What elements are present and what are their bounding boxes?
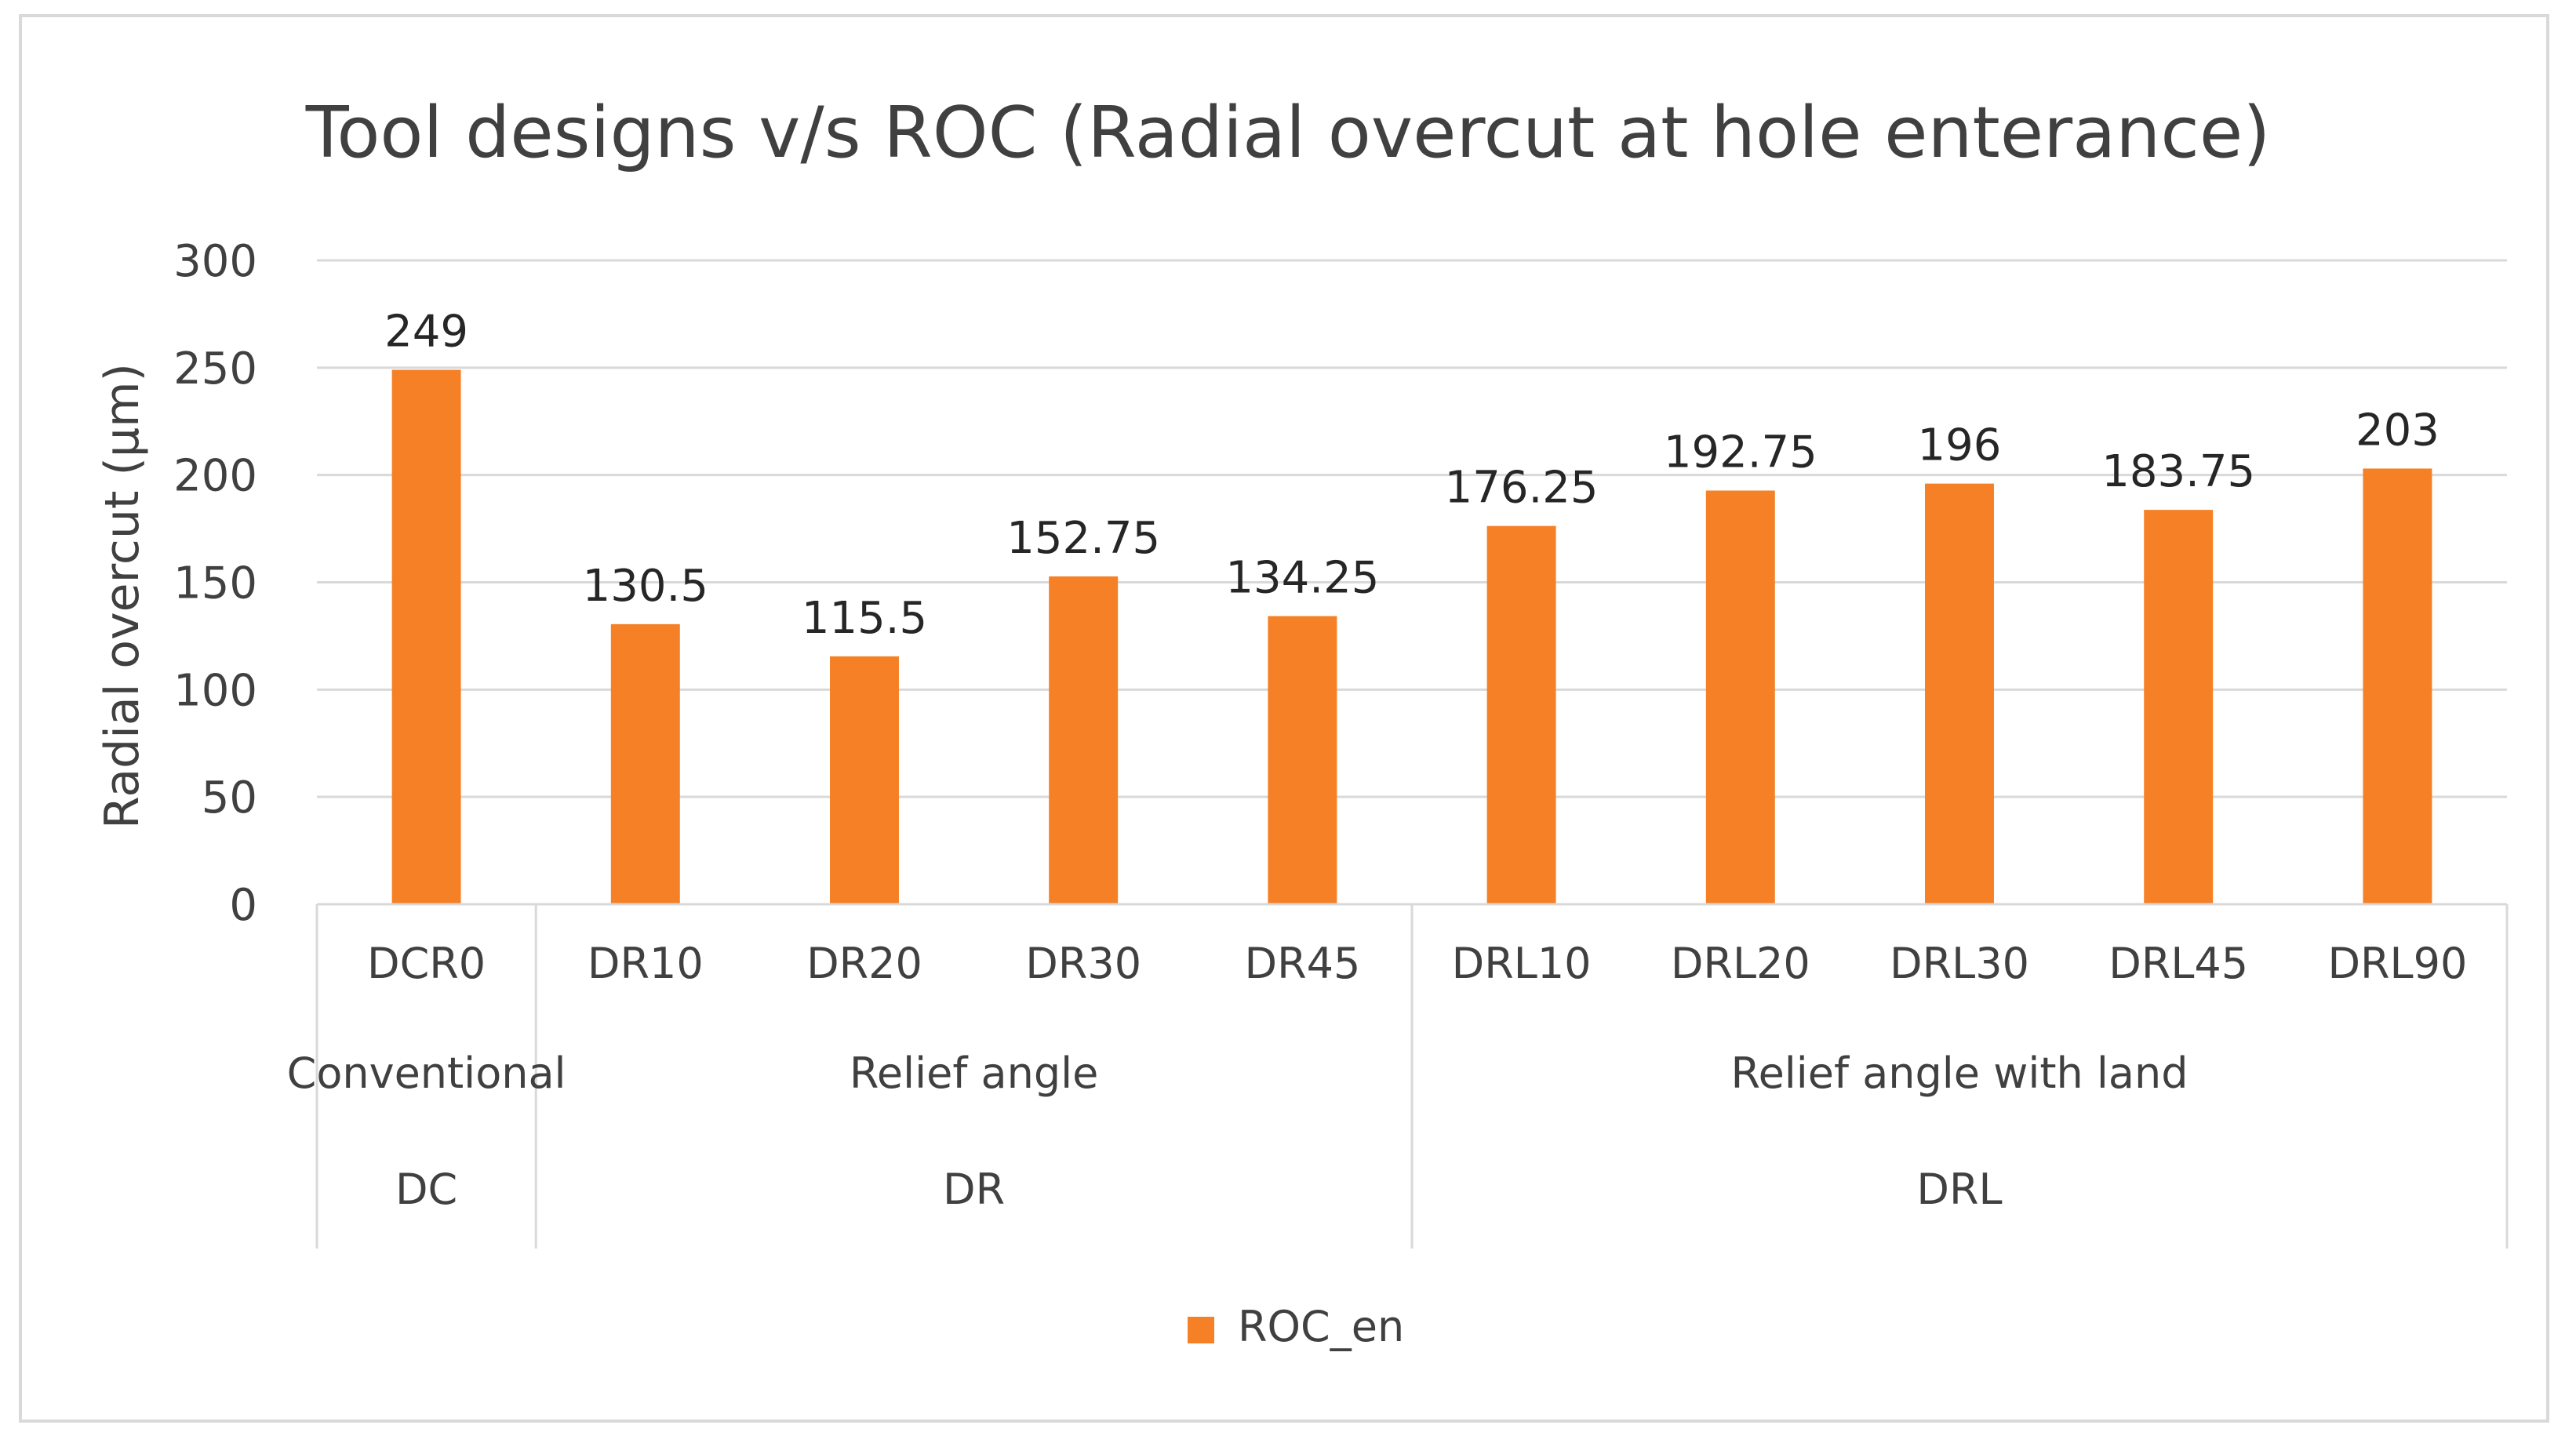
- bar-chart: Tool designs v/s ROC (Radial overcut at …: [95, 92, 2509, 1351]
- chart-title: Tool designs v/s ROC (Radial overcut at …: [305, 92, 2271, 174]
- data-label: 192.75: [1664, 427, 1817, 478]
- y-tick-label: 200: [173, 451, 257, 502]
- x-tick-label: DRL90: [2327, 939, 2467, 988]
- bar: [610, 623, 680, 904]
- chart-frame: Tool designs v/s ROC (Radial overcut at …: [19, 14, 2549, 1423]
- group-label: Relief angle: [850, 1049, 1099, 1098]
- y-tick-label: 300: [173, 236, 257, 287]
- bar: [1925, 483, 1994, 904]
- x-tick-label: DCR0: [367, 939, 486, 988]
- data-label: 130.5: [583, 561, 708, 612]
- data-label: 152.75: [1006, 513, 1160, 564]
- bar: [1049, 576, 1119, 904]
- group-code: DR: [943, 1165, 1005, 1214]
- data-label: 115.5: [802, 593, 927, 644]
- bar: [2144, 510, 2214, 904]
- group-code: DC: [395, 1165, 457, 1214]
- bar: [1268, 616, 1337, 904]
- y-tick-label: 150: [173, 558, 257, 609]
- x-tick-label: DRL45: [2108, 939, 2248, 988]
- x-tick-label: DR30: [1025, 939, 1141, 988]
- data-label: 183.75: [2101, 446, 2255, 497]
- y-tick-label: 100: [173, 665, 257, 716]
- bar: [830, 656, 899, 904]
- bars: [391, 369, 2432, 904]
- bar: [2363, 468, 2432, 904]
- x-axis: DCR0 DR10 DR20 DR30 DR45 DRL10 DRL20 DRL30 DRL45…: [287, 903, 2509, 1249]
- legend: ROC_en: [1188, 1302, 1404, 1351]
- data-label: 196: [1918, 420, 2002, 471]
- data-label: 203: [2356, 405, 2440, 456]
- group-label: Relief angle with land: [1730, 1049, 2188, 1098]
- data-labels: 249 130.5 115.5 152.75 134.25 176.25 192.75 196…: [384, 307, 2440, 644]
- data-label: 134.25: [1225, 553, 1379, 604]
- bar: [391, 369, 461, 904]
- legend-label: ROC_en: [1238, 1302, 1404, 1351]
- bar: [1486, 525, 1556, 904]
- legend-swatch: [1188, 1317, 1214, 1343]
- x-tick-label: DR10: [588, 939, 704, 988]
- y-tick-label: 0: [229, 880, 257, 931]
- x-tick-label: DR20: [806, 939, 922, 988]
- grid-lines: [317, 259, 2507, 798]
- bar: [1705, 490, 1775, 904]
- data-label: 249: [384, 307, 468, 358]
- group-label: Conventional: [287, 1049, 566, 1098]
- y-axis-label: Radial overcut (µm): [95, 363, 150, 829]
- y-tick-label: 50: [202, 772, 257, 823]
- x-tick-label: DR45: [1244, 939, 1360, 988]
- group-code: DRL: [1916, 1165, 2002, 1214]
- y-tick-label: 250: [173, 344, 257, 394]
- x-tick-label: DRL10: [1452, 939, 1592, 988]
- x-tick-label: DRL30: [1890, 939, 2029, 988]
- data-label: 176.25: [1445, 463, 1599, 514]
- x-tick-label: DRL20: [1671, 939, 1810, 988]
- y-axis-ticks: 0 50 100 150 200 250 300: [173, 236, 257, 931]
